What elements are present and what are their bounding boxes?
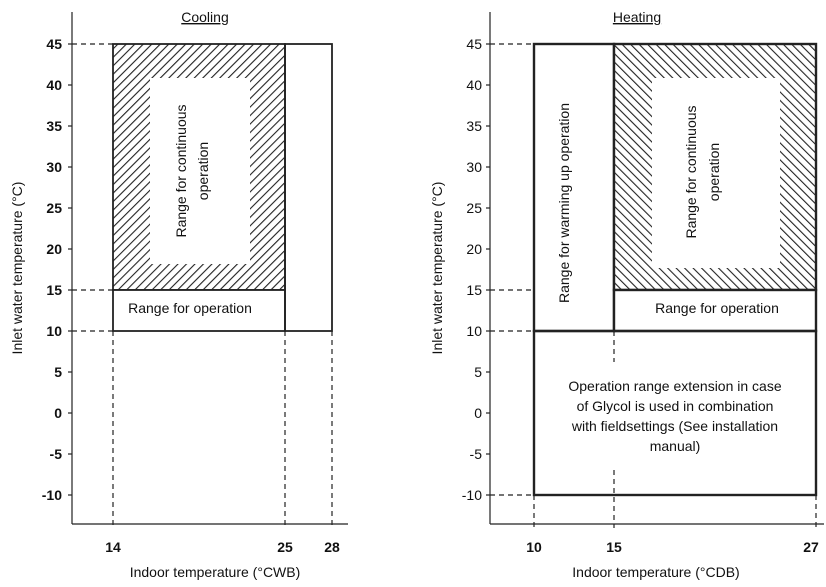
heating-operation-label: Range for operation bbox=[655, 300, 779, 316]
heating-y-tick: -10 bbox=[462, 487, 482, 503]
cooling-continuous-label-line1: Range for continuous bbox=[173, 104, 189, 237]
cooling-y-tick: -5 bbox=[50, 446, 63, 462]
heating-warming-label: Range for warming up operation bbox=[556, 103, 572, 303]
heating-y-tick: 45 bbox=[466, 36, 482, 52]
cooling-x-tick: 28 bbox=[324, 539, 340, 555]
heating-y-tick: 10 bbox=[466, 323, 482, 339]
cooling-title: Cooling bbox=[181, 9, 228, 25]
heating-continuous-label-bg bbox=[652, 78, 780, 268]
cooling-guide-lines bbox=[72, 43, 333, 528]
cooling-y-tick: 15 bbox=[46, 282, 62, 298]
heating-title: Heating bbox=[613, 9, 661, 25]
heating-y-tick: 15 bbox=[466, 282, 482, 298]
heating-x-tick: 27 bbox=[803, 539, 819, 555]
cooling-x-tick: 14 bbox=[105, 539, 121, 555]
heating-y-tick: 0 bbox=[474, 405, 482, 421]
cooling-continuous-label-line2: operation bbox=[195, 142, 211, 200]
heating-continuous-label-line2: operation bbox=[706, 143, 722, 201]
heating-diagram: Heating 45 40 35 30 25 20 15 10 5 0 -5 -… bbox=[429, 9, 824, 580]
cooling-y-tick: 45 bbox=[46, 36, 62, 52]
cooling-y-tick: 30 bbox=[46, 159, 62, 175]
heating-extension-region bbox=[532, 329, 818, 497]
cooling-y-tick-labels: 45 40 35 30 25 20 15 10 5 0 -5 -10 bbox=[42, 36, 62, 503]
cooling-y-tick: 5 bbox=[54, 364, 62, 380]
cooling-operation-region bbox=[112, 289, 286, 332]
cooling-y-tick: 40 bbox=[46, 77, 62, 93]
heating-x-tick: 10 bbox=[526, 539, 542, 555]
heating-y-tick: 30 bbox=[466, 159, 482, 175]
heating-continuous-label-line1: Range for continuous bbox=[683, 105, 699, 238]
heating-extension-line2: of Glycol is used in combination bbox=[577, 398, 774, 414]
cooling-x-tick-labels: 14 25 28 bbox=[105, 539, 340, 555]
heating-x-axis-label: Indoor temperature (°CDB) bbox=[572, 564, 739, 580]
heating-extension-line4: manual) bbox=[650, 438, 701, 454]
cooling-y-tick: 35 bbox=[46, 118, 62, 134]
heating-y-tick: 5 bbox=[474, 364, 482, 380]
heating-y-tick: 40 bbox=[466, 77, 482, 93]
heating-y-tick: -5 bbox=[470, 446, 483, 462]
heating-y-axis-label: Inlet water temperature (°C) bbox=[429, 182, 445, 355]
heating-y-tick: 25 bbox=[466, 200, 482, 216]
heating-x-tick-labels: 10 15 27 bbox=[526, 539, 819, 555]
cooling-continuous-label-bg bbox=[150, 78, 250, 264]
cooling-x-axis-label: Indoor temperature (°CWB) bbox=[130, 564, 301, 580]
cooling-diagram: Cooling 45 40 35 30 25 20 15 10 5 0 -5 -… bbox=[9, 9, 348, 580]
heating-y-tick-marks bbox=[486, 43, 490, 496]
cooling-x-tick: 25 bbox=[277, 539, 293, 555]
cooling-y-tick: 25 bbox=[46, 200, 62, 216]
heating-guide-lines bbox=[490, 43, 817, 528]
heating-y-tick: 20 bbox=[466, 241, 482, 257]
heating-x-tick: 15 bbox=[606, 539, 622, 555]
cooling-y-tick: 20 bbox=[46, 241, 62, 257]
heating-warming-region bbox=[532, 42, 616, 333]
heating-extension-line3: with fieldsettings (See installation bbox=[571, 418, 778, 434]
cooling-extended-region bbox=[284, 43, 333, 332]
cooling-y-tick: -10 bbox=[42, 487, 62, 503]
cooling-y-tick: 10 bbox=[46, 323, 62, 339]
cooling-y-tick: 0 bbox=[54, 405, 62, 421]
cooling-y-tick-marks bbox=[68, 43, 72, 496]
heating-extension-line1: Operation range extension in case bbox=[568, 378, 781, 394]
cooling-y-axis-label: Inlet water temperature (°C) bbox=[9, 182, 25, 355]
heating-y-tick: 35 bbox=[466, 118, 482, 134]
cooling-operation-label: Range for operation bbox=[128, 300, 252, 316]
heating-y-tick-labels: 45 40 35 30 25 20 15 10 5 0 -5 -10 bbox=[462, 36, 482, 503]
